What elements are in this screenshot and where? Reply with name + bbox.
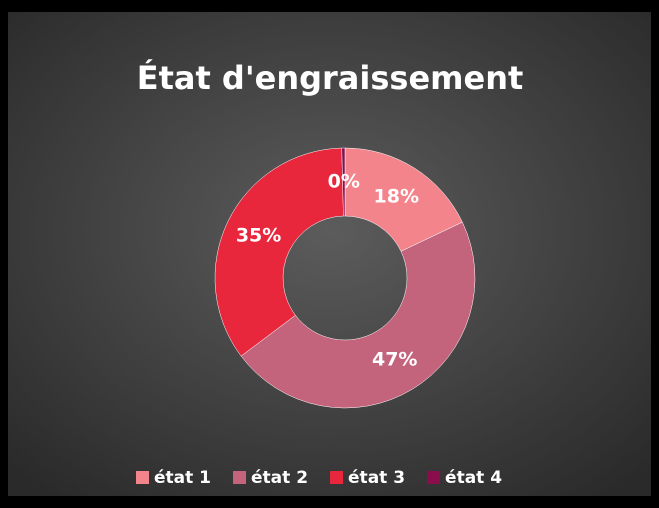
legend-swatch	[233, 471, 247, 484]
donut-slice	[341, 147, 346, 217]
legend-label: état 2	[251, 468, 308, 488]
data-label: 18%	[374, 185, 419, 207]
chart-background	[8, 12, 651, 496]
legend-label: état 4	[445, 468, 502, 488]
donut-slice	[214, 147, 344, 357]
data-label: 0%	[328, 171, 360, 193]
data-label: 35%	[236, 225, 281, 247]
legend-swatch	[136, 471, 149, 484]
legend-swatch	[427, 471, 441, 484]
donut-slice	[240, 221, 476, 409]
legend-swatch	[330, 471, 344, 484]
chart-title: État d'engraissement	[137, 59, 524, 97]
legend-label: état 3	[348, 468, 405, 488]
legend-label: état 1	[154, 468, 211, 488]
donut-slice	[344, 147, 463, 252]
data-label: 47%	[372, 349, 417, 371]
